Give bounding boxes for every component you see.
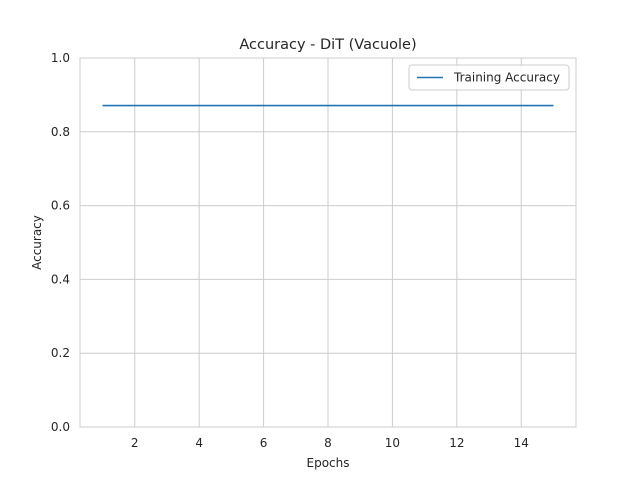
x-tick-labels: 2 4 6 8 10 12 14 xyxy=(131,436,529,450)
x-axis-label: Epochs xyxy=(307,456,350,470)
y-tick-label: 0.0 xyxy=(51,420,70,434)
x-tick-label: 8 xyxy=(324,436,332,450)
y-tick-label: 0.2 xyxy=(51,346,70,360)
x-tick-label: 2 xyxy=(131,436,139,450)
x-tick-label: 4 xyxy=(195,436,203,450)
x-tick-label: 6 xyxy=(260,436,268,450)
x-tick-label: 10 xyxy=(385,436,400,450)
y-tick-label: 1.0 xyxy=(51,51,70,65)
y-tick-label: 0.4 xyxy=(51,272,70,286)
legend-label-training-accuracy: Training Accuracy xyxy=(453,71,560,85)
chart-title: Accuracy - DiT (Vacuole) xyxy=(239,37,416,53)
x-tick-label: 12 xyxy=(449,436,464,450)
legend-box xyxy=(408,64,570,91)
x-tick-label: 14 xyxy=(514,436,529,450)
legend: Training Accuracy xyxy=(408,64,570,91)
y-tick-label: 0.8 xyxy=(51,125,70,139)
plot-area-frame xyxy=(79,57,577,428)
y-axis-label: Accuracy xyxy=(30,215,44,270)
y-tick-labels: 0.0 0.2 0.4 0.6 0.8 1.0 xyxy=(51,51,70,434)
y-tick-label: 0.6 xyxy=(51,199,70,213)
